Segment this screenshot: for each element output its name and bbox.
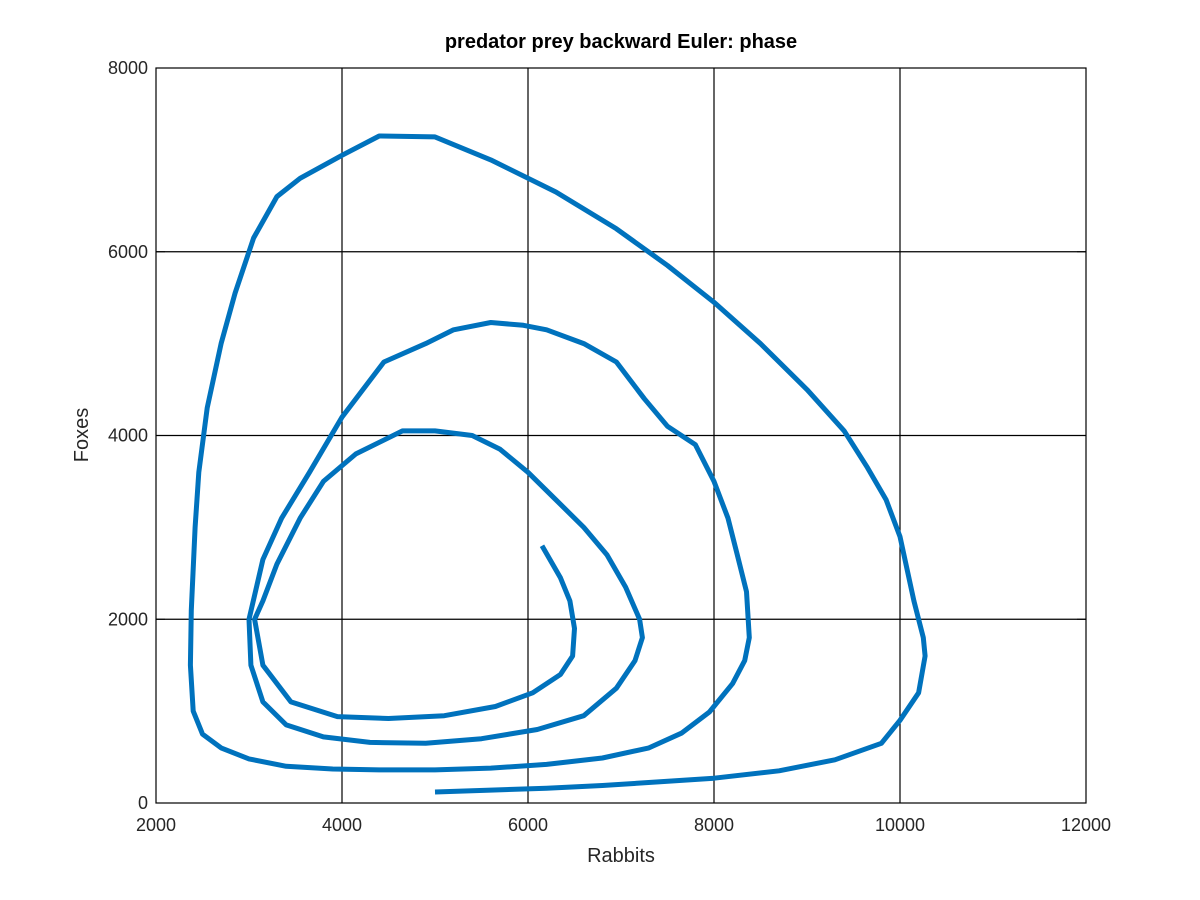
x-tick-label: 12000	[1061, 815, 1111, 835]
chart-title: predator prey backward Euler: phase	[445, 31, 797, 53]
grid-lines	[156, 68, 1086, 803]
y-ticks: 0 2000 4000 6000 8000	[108, 58, 1086, 813]
y-tick-label: 0	[138, 793, 148, 813]
y-tick-label: 8000	[108, 58, 148, 78]
x-ticks: 2000 4000 6000 8000 10000 12000	[136, 68, 1111, 835]
series-group	[187, 133, 928, 795]
x-tick-label: 10000	[875, 815, 925, 835]
x-tick-label: 2000	[136, 815, 176, 835]
y-axis-label: Foxes	[71, 408, 93, 462]
x-tick-label: 4000	[322, 815, 362, 835]
x-tick-label: 6000	[508, 815, 548, 835]
phase-trajectory-line	[187, 133, 928, 795]
y-tick-label: 2000	[108, 609, 148, 629]
y-tick-label: 6000	[108, 242, 148, 262]
x-axis-label: Rabbits	[587, 845, 655, 867]
x-tick-label: 8000	[694, 815, 734, 835]
y-tick-label: 4000	[108, 426, 148, 446]
